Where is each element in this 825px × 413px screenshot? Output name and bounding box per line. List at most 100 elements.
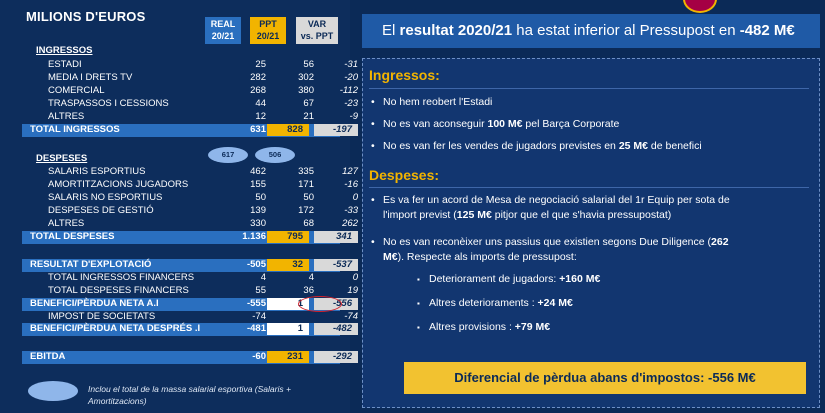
row-real-value: 12: [255, 111, 266, 122]
legend-oval: [28, 381, 78, 401]
table-row: TOTAL INGRESSOS 631 828 -197: [22, 124, 358, 137]
row-real-value: 631: [250, 124, 266, 135]
ingressos-bullet-1: No hem reobert l'Estadi: [371, 95, 803, 110]
row-real-value: 55: [255, 285, 266, 296]
row-label: BENEFICI/PÈRDUA NETA DESPRÉS .I: [30, 323, 201, 334]
despeses-sub-3: Altres provisions : +79 M€: [417, 320, 550, 335]
header-ppt-line1: PPT: [259, 19, 277, 29]
row-ppt-value: 335: [298, 166, 314, 177]
row-label: ESTADI: [48, 59, 82, 70]
ingressos-title: Ingressos:: [369, 67, 440, 83]
ingressos-bullet-2-post: pel Barça Corporate: [522, 118, 620, 130]
row-label: COMERCIAL: [48, 85, 105, 96]
table-row: TOTAL INGRESSOS FINANCERS 4 4 0: [26, 272, 358, 284]
row-var-value: -482: [314, 323, 358, 335]
header-real: REAL 20/21: [205, 17, 241, 44]
row-label: SALARIS NO ESPORTIUS: [48, 192, 163, 203]
row-ppt-value: 67: [303, 98, 314, 109]
table-row: EBITDA -60 231 -292: [22, 351, 358, 364]
row-ppt-value: 795: [267, 231, 309, 243]
financial-table: MILIONS D'EUROS REAL 20/21 PPT 20/21 VAR…: [0, 0, 358, 413]
despeses-sub-1-bold: +160 M€: [559, 273, 601, 285]
table-row: ALTRES 12 21 -9: [26, 111, 358, 123]
table-row: TRASPASSOS I CESSIONS 44 67 -23: [26, 98, 358, 110]
despeses-bullet-2-line2-post: ). Respecte als imports de pressupost:: [397, 251, 577, 263]
row-real-value: -60: [252, 351, 266, 362]
row-var-value: -197: [314, 124, 358, 136]
row-real-value: 155: [250, 179, 266, 190]
header-ppt: PPT 20/21: [250, 17, 286, 44]
row-real-value: 4: [260, 272, 266, 283]
table-row: COMERCIAL 268 380 -112: [26, 85, 358, 97]
table-row: DESPESES DE GESTIÓ 139 172 -33: [26, 205, 358, 217]
legend-text: Inclou el total de la massa salarial esp…: [88, 384, 291, 406]
banner-bold-1: resultat 2020/21: [399, 22, 513, 39]
ingressos-bullet-3: No es van fer les vendes de jugadors pre…: [371, 139, 803, 154]
row-label: TOTAL INGRESSOS: [30, 124, 120, 135]
row-ppt-value: 4: [308, 272, 314, 283]
row-label: IMPOST DE SOCIETATS: [48, 311, 156, 322]
row-real-value: 1.136: [242, 231, 266, 242]
despeses-bullet-2-pre: No es van reconèixer uns passius que exi…: [383, 236, 712, 248]
table-row: BENEFICI/PÈRDUA NETA DESPRÉS .I -481 1 -482: [22, 323, 358, 336]
row-ppt-value: 36: [303, 285, 314, 296]
row-var-value: -23: [344, 98, 358, 109]
row-real-value: 330: [250, 218, 266, 229]
ingressos-bullet-2-bold: 100 M€: [487, 118, 523, 130]
table-row: DESPESES: [26, 153, 340, 165]
table-row: TOTAL DESPESES 1.136 795 341: [22, 231, 358, 244]
row-ppt-value: 32: [267, 259, 309, 271]
despeses-bullet-2-bold: 262: [711, 236, 729, 248]
despeses-bullet-2-line2: M€). Respecte als imports de pressupost:: [383, 250, 803, 265]
table-row: ALTRES 330 68 262: [26, 218, 358, 230]
row-var-value: -16: [344, 179, 358, 190]
row-ppt-value: 231: [267, 351, 309, 363]
row-var-value: -112: [339, 85, 358, 96]
row-var-value: 0: [352, 272, 358, 283]
despeses-bullet-2-line1: No es van reconèixer uns passius que exi…: [383, 235, 803, 250]
despeses-sub-1-pre: Deteriorament de jugadors:: [429, 273, 560, 285]
loss-differential-box: Diferencial de pèrdua abans d'impostos: …: [404, 362, 806, 394]
banner-text-1: El: [382, 22, 400, 39]
despeses-divider: [369, 187, 809, 188]
row-label: ALTRES: [48, 218, 85, 229]
row-label: DESPESES: [36, 153, 88, 164]
row-label: TOTAL DESPESES: [30, 231, 115, 242]
row-label: SALARIS ESPORTIUS: [48, 166, 146, 177]
banner-text-2: ha estat inferior al Pressupost en: [512, 22, 740, 39]
despeses-bullet-1: Es va fer un acord de Mesa de negociació…: [371, 193, 803, 223]
despeses-bullet-1-post: pitjor que el que s'havia pressupostat): [491, 209, 672, 221]
row-real-value: -555: [246, 298, 266, 309]
row-ppt-value: 56: [303, 59, 314, 70]
table-row: RESULTAT D'EXPLOTACIÓ -505 32 -537: [22, 259, 358, 272]
row-label: DESPESES DE GESTIÓ: [48, 205, 154, 216]
row-var-value: -292: [314, 351, 358, 363]
row-var-value: -20: [344, 72, 358, 83]
table-row: INGRESSOS: [26, 45, 340, 57]
despeses-bullet-1-line1: Es va fer un acord de Mesa de negociació…: [383, 194, 730, 206]
ingressos-bullet-1-text: No hem reobert l'Estadi: [383, 96, 493, 108]
despeses-sub-1: Deteriorament de jugadors: +160 M€: [417, 272, 601, 287]
header-real-line1: REAL: [210, 19, 236, 29]
despeses-title: Despeses:: [369, 167, 440, 183]
table-row: SALARIS NO ESPORTIUS 50 50 0: [26, 192, 358, 204]
despeses-bullet-1-bold: 125 M€: [456, 209, 492, 221]
despeses-sub-2-pre: Altres deterioraments :: [429, 297, 538, 309]
table-row: AMORTITZACIONS JUGADORS 155 171 -16: [26, 179, 358, 191]
row-var-value: 19: [347, 285, 358, 296]
row-ppt-value: 828: [267, 124, 309, 136]
row-label: RESULTAT D'EXPLOTACIÓ: [30, 259, 152, 270]
result-banner: El resultat 2020/21 ha estat inferior al…: [362, 14, 820, 48]
row-label: INGRESSOS: [36, 45, 93, 56]
ingressos-bullet-2: No es van aconseguir 100 M€ pel Barça Co…: [371, 117, 803, 132]
row-real-value: 282: [250, 72, 266, 83]
ingressos-bullet-3-post: de benefici: [648, 140, 702, 152]
despeses-sub-2-bold: +24 M€: [537, 297, 573, 309]
row-ppt-value: 1: [267, 323, 309, 335]
salary-mass-real-pill: 617: [208, 147, 248, 163]
despeses-bullet-2: No es van reconèixer uns passius que exi…: [371, 235, 803, 265]
row-ppt-value: 302: [298, 72, 314, 83]
table-row: MEDIA I DRETS TV 282 302 -20: [26, 72, 358, 84]
club-crest-icon: [683, 0, 717, 13]
row-real-value: -74: [252, 311, 266, 322]
